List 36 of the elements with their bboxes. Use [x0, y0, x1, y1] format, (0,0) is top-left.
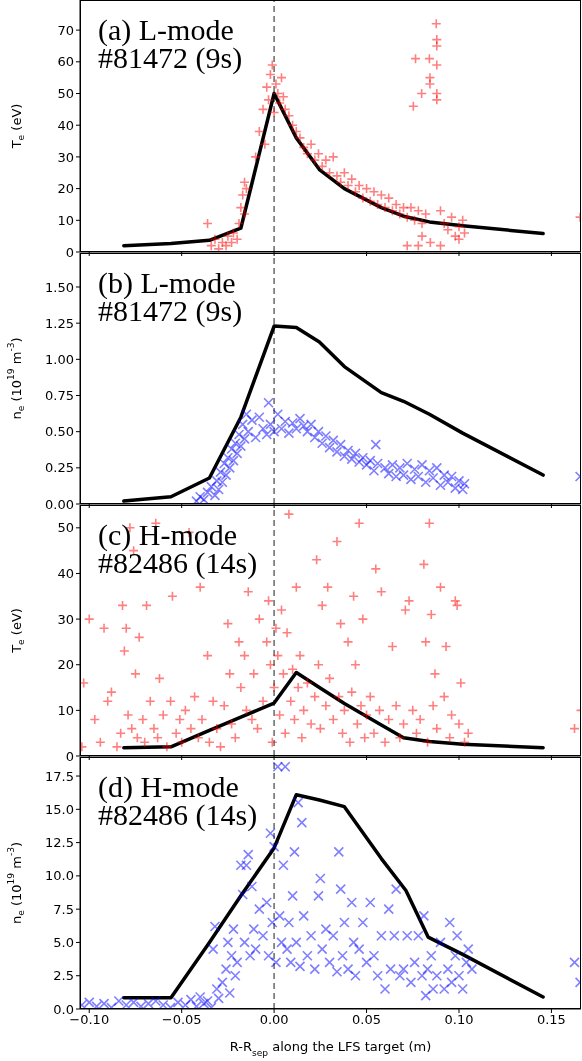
y-tick-label: 1.25 — [45, 315, 74, 331]
x-tick-label: 0.10 — [444, 1012, 474, 1028]
y-tick-label: 12.5 — [45, 835, 74, 851]
y-tick-label: 30 — [57, 611, 74, 627]
y-tick-label: 10 — [57, 212, 74, 228]
y-tick-label: 40 — [57, 566, 74, 582]
y-tick-label: 0.50 — [45, 424, 74, 440]
y-tick-label: 0.00 — [45, 496, 74, 512]
y-tick-label: 10.0 — [45, 868, 74, 884]
x-tick-label: 0.15 — [536, 1012, 566, 1028]
y-tick-label: 10 — [57, 702, 74, 718]
y-tick-label: 20 — [57, 657, 74, 673]
y-tick-label: 7.5 — [53, 901, 74, 917]
y-tick-label: 0 — [65, 244, 74, 260]
y-tick-label: 60 — [57, 54, 74, 70]
y-tick-label: 50 — [57, 520, 74, 536]
x-tick-label: 0.05 — [352, 1012, 382, 1028]
line-series — [122, 670, 545, 750]
y-tick-label: 30 — [57, 149, 74, 165]
x-tick-label: 0.00 — [259, 1012, 289, 1028]
y-tick-label: 40 — [57, 117, 74, 133]
y-tick-label: 2.5 — [53, 968, 74, 984]
y-tick-label: 70 — [57, 22, 74, 38]
y-tick-label: 50 — [57, 86, 74, 102]
y-tick-label: 0 — [65, 748, 74, 764]
y-tick-label: 1.50 — [45, 279, 74, 295]
y-tick-label: 0.25 — [45, 460, 74, 476]
line-series — [122, 91, 545, 248]
y-tick-label: 0.75 — [45, 388, 74, 404]
y-tick-label: 1.00 — [45, 351, 74, 367]
y-tick-label: 17.5 — [45, 768, 74, 784]
x-axis-title: R-R$_{sep}$ along the LFS target (m) — [229, 1039, 432, 1058]
y-tick-label: 5.0 — [53, 935, 74, 951]
y-tick-label: 15.0 — [45, 801, 74, 817]
x-tick-label: −0.05 — [161, 1012, 202, 1028]
y-tick-label: 20 — [57, 181, 74, 197]
